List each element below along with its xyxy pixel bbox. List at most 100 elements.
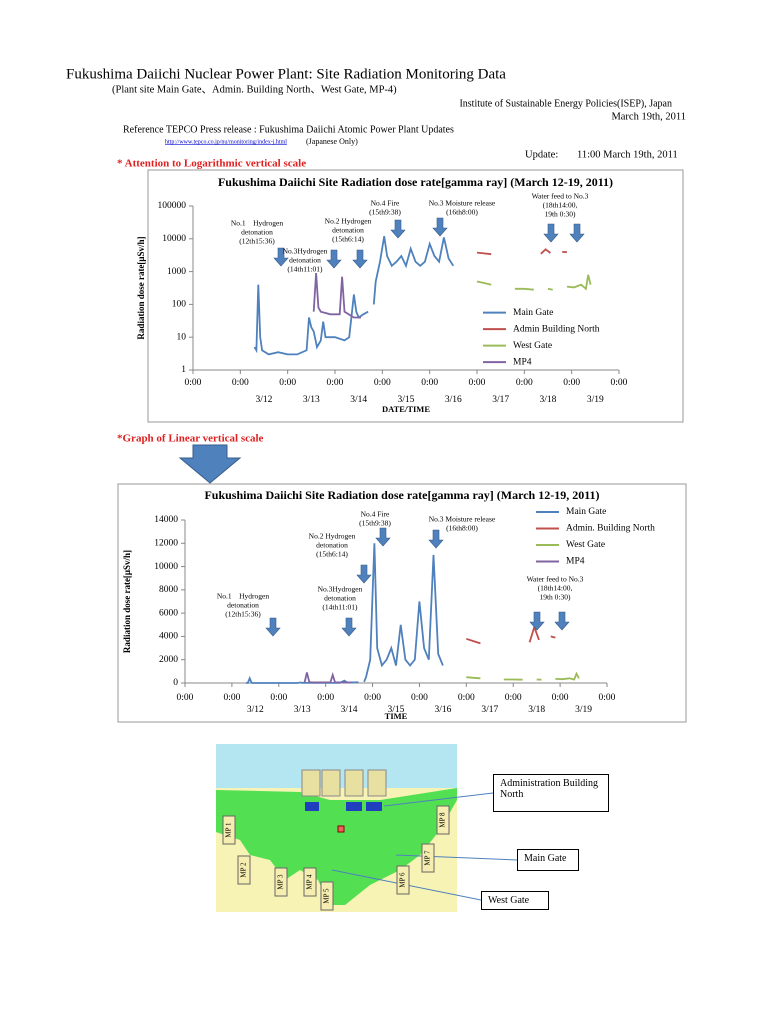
- map-tag: [344, 769, 364, 797]
- legend-label: Admin. Building North: [566, 524, 655, 534]
- x-tick-label: 0:00: [421, 378, 438, 388]
- x-tick-label: 0:00: [185, 378, 202, 388]
- callout-line: [395, 854, 518, 861]
- link[interactable]: http://www.tepco.co.jp/nu/monitoring/ind…: [165, 139, 287, 145]
- date-label: 3/13: [294, 705, 311, 715]
- annotation: No.3 Moisture release: [429, 199, 496, 208]
- x-tick-label: 0:00: [505, 693, 522, 703]
- annotation-arrow: [529, 611, 545, 631]
- legend-label: MP4: [513, 357, 532, 367]
- y-tick-label: 6000: [159, 608, 178, 618]
- annotation-arrow: [375, 527, 391, 547]
- y-tick-label: 8000: [159, 585, 178, 595]
- marker-label: MP 6: [399, 872, 407, 888]
- doc-subtitle: (Plant site Main Gate、Admin. Building No…: [112, 84, 397, 95]
- annotation-arrow: [554, 611, 570, 631]
- date-label: 3/18: [540, 395, 557, 405]
- update-label: Update:: [525, 149, 558, 160]
- y-axis-title: Radiation dose rate[μSv/h]: [122, 550, 132, 653]
- map-site: [216, 788, 457, 905]
- marker-box: [237, 855, 251, 885]
- reactor: [346, 802, 362, 811]
- date-label: 3/17: [481, 705, 498, 715]
- marker-label: MP 2: [240, 862, 248, 878]
- x-tick-label: 0:00: [223, 693, 240, 703]
- y-tick-label: 1: [181, 365, 186, 375]
- series-line: [476, 248, 567, 256]
- annotation: (14th11:01): [287, 265, 323, 274]
- callout-west-gate: West Gate: [481, 891, 549, 910]
- annotation: (15th9:38): [369, 208, 401, 217]
- legend-label: West Gate: [513, 341, 552, 351]
- annotation: (18th14:00,: [538, 584, 573, 593]
- x-tick-label: 0:00: [374, 378, 391, 388]
- big-arrow: [178, 444, 242, 484]
- annotation: detonation: [227, 601, 259, 610]
- date-label: 3/14: [350, 395, 367, 405]
- chart-title: Fukushima Daiichi Site Radiation dose ra…: [204, 488, 599, 502]
- x-tick-label: 0:00: [411, 693, 428, 703]
- x-tick-label: 0:00: [327, 378, 344, 388]
- annotation-arrow: [326, 249, 342, 269]
- x-tick-label: 0:00: [516, 378, 533, 388]
- marker-box: [396, 865, 410, 895]
- y-axis-title: Radiation dose rate[μSv/h]: [136, 236, 146, 339]
- map: MP 1 MP 2 MP 3 MP 4 MP 5 MP 6 MP 7 MP 8: [216, 744, 518, 912]
- annotation: 19th 0:30): [539, 593, 571, 602]
- annotation: (12th15:36): [239, 237, 275, 246]
- annotation: (12th15:36): [225, 610, 261, 619]
- annotation-arrow: [273, 247, 289, 267]
- date-label: 3/15: [388, 705, 405, 715]
- date-label: 3/15: [398, 395, 415, 405]
- chart-title: Fukushima Daiichi Site Radiation dose ra…: [218, 175, 613, 189]
- marker-label: MP 4: [306, 874, 314, 890]
- annotation: (15th6:14): [332, 235, 364, 244]
- x-axis-title: TIME: [385, 711, 408, 721]
- annotation: Water feed to No.3: [532, 192, 589, 201]
- annotation: No.1 Hydrogen: [231, 219, 284, 228]
- date-label: 3/17: [492, 395, 509, 405]
- x-tick-label: 0:00: [317, 693, 334, 703]
- date-label: 3/12: [256, 395, 273, 405]
- y-tick-label: 100: [172, 300, 187, 310]
- annotation: (18th14:00,: [543, 201, 578, 210]
- date-label: 3/18: [528, 705, 545, 715]
- series-line: [312, 273, 361, 319]
- date-label: 3/12: [247, 705, 264, 715]
- annotation: No.4 Fire: [371, 199, 400, 208]
- marker-label: MP 5: [323, 888, 331, 904]
- annotation: detonation: [332, 226, 364, 235]
- date-label: 3/14: [341, 705, 358, 715]
- x-tick-label: 0:00: [279, 378, 296, 388]
- marker-box: [303, 867, 317, 897]
- legend-label: Main Gate: [566, 507, 606, 517]
- legend-label: Main Gate: [513, 308, 553, 318]
- y-tick-label: 4000: [159, 632, 178, 642]
- legend-label: Admin Building North: [513, 324, 600, 334]
- annotation: (14th11:01): [322, 603, 358, 612]
- series-line: [476, 274, 592, 291]
- date-label: 3/19: [587, 395, 604, 405]
- series-line: [303, 671, 352, 684]
- annotation: Water feed to No.3: [527, 575, 584, 584]
- series-line: [253, 236, 455, 356]
- linear-note: *Graph of Linear vertical scale: [117, 433, 264, 445]
- annotation: (16th8:00): [446, 208, 478, 217]
- annotation: No.3Hydrogen: [318, 585, 363, 594]
- annotation: No.3Hydrogen: [283, 247, 328, 256]
- annotation: detonation: [316, 541, 348, 550]
- y-tick-label: 10: [177, 332, 187, 342]
- update-time: 11:00 March 19th, 2011: [577, 149, 678, 160]
- x-tick-label: 0:00: [177, 693, 194, 703]
- date-label: 3/16: [445, 395, 462, 405]
- annotation: detonation: [324, 594, 356, 603]
- x-tick-label: 0:00: [563, 378, 580, 388]
- annotation: No.3 Moisture release: [429, 515, 496, 524]
- annotation: (15th6:14): [316, 550, 348, 559]
- legend-label: MP4: [566, 557, 585, 567]
- annotation: No.2 Hydrogen: [309, 532, 356, 541]
- y-tick-label: 10000: [162, 234, 186, 244]
- map-tag: [301, 769, 321, 797]
- date-label: 3/19: [575, 705, 592, 715]
